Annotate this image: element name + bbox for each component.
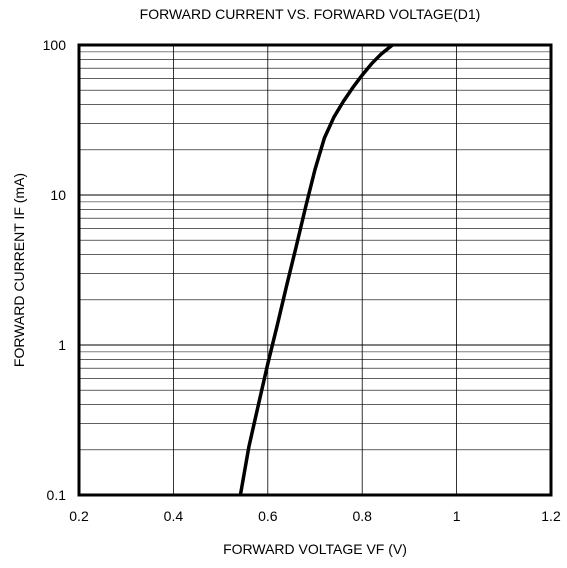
- x-tick-label: 1.2: [541, 508, 561, 524]
- y-tick-label: 10: [50, 187, 66, 203]
- y-tick-label: 100: [43, 37, 67, 53]
- y-tick-labels: 0.1 1 10 100: [43, 37, 67, 503]
- y-tick-label: 0.1: [47, 487, 67, 503]
- x-tick-label: 0.8: [352, 508, 372, 524]
- grid: [78, 45, 552, 496]
- chart-title: FORWARD CURRENT VS. FORWARD VOLTAGE(D1): [140, 6, 481, 22]
- y-axis-label: FORWARD CURRENT IF (mA): [11, 173, 27, 367]
- plot-frame: [77, 43, 553, 497]
- x-tick-label: 0.6: [258, 508, 278, 524]
- series-line: [238, 43, 394, 496]
- y-tick-label: 1: [58, 337, 66, 353]
- series-layer: [238, 43, 394, 496]
- x-tick-labels: 0.2 0.4 0.6 0.8 1 1.2: [69, 508, 561, 524]
- x-tick-label: 0.2: [69, 508, 89, 524]
- x-tick-label: 0.4: [164, 508, 184, 524]
- x-axis-label: FORWARD VOLTAGE VF (V): [223, 541, 407, 557]
- x-tick-label: 1: [453, 508, 461, 524]
